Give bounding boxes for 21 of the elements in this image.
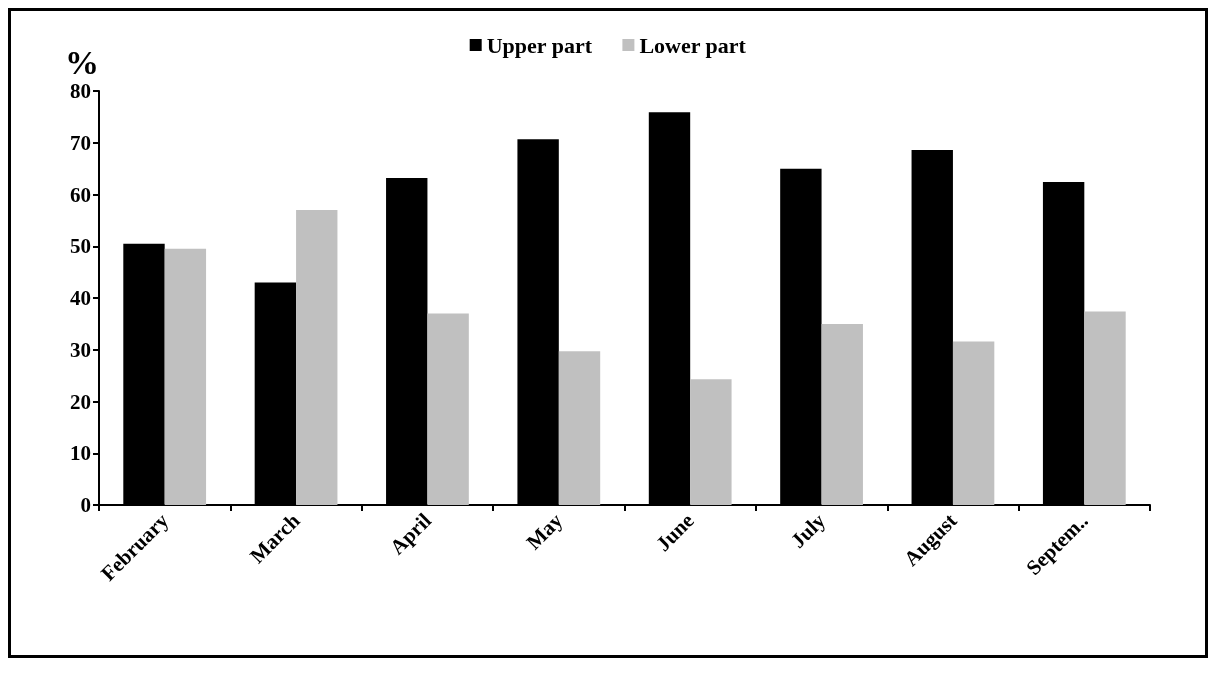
legend-label: Lower part [639,32,747,58]
bar [164,248,207,505]
bar [296,210,338,505]
bar [558,351,601,505]
y-tick-label: 30 [70,337,91,362]
bar [1084,311,1126,505]
y-axis-title: % [65,43,99,81]
y-tick-label: 60 [70,182,91,207]
x-tick-label: July [785,508,831,553]
y-tick-label: 70 [70,130,91,155]
y-tick-label: 80 [70,79,91,103]
bar [690,379,732,505]
y-tick-label: 0 [80,493,91,517]
bar [427,313,469,505]
y-tick-label: 40 [70,286,91,310]
legend-label: Upper part [486,32,593,58]
y-tick-label: 20 [70,389,91,414]
bar [821,323,863,505]
bar [952,341,995,505]
y-tick-label: 10 [70,441,91,466]
y-tick-label: 50 [70,234,91,259]
